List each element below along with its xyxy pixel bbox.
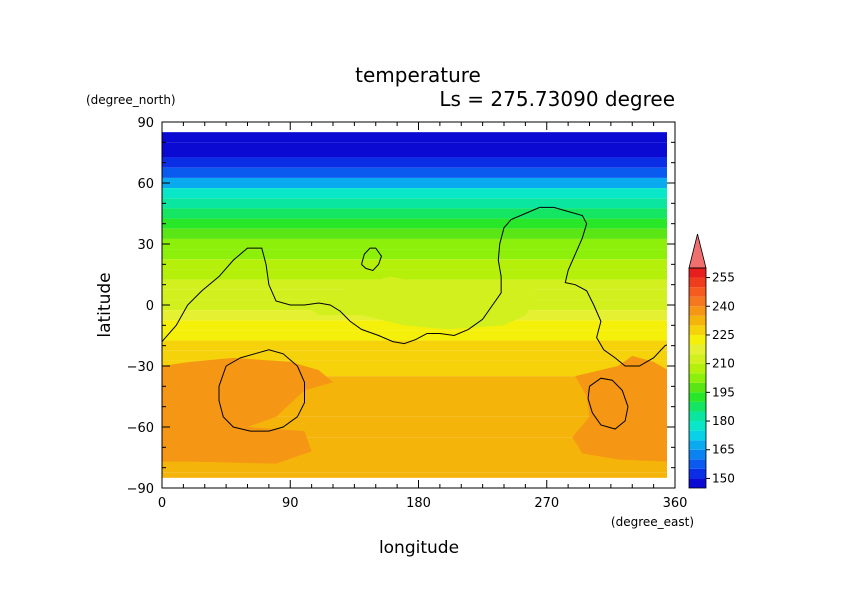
y-tick-label: 60 xyxy=(137,177,154,192)
colorbar-swatch xyxy=(689,287,706,297)
temperature-region xyxy=(162,357,333,464)
temperature-band xyxy=(162,249,667,260)
colorbar-swatch xyxy=(689,430,706,441)
colorbar-label: 255 xyxy=(712,271,735,285)
temperature-band xyxy=(162,330,667,341)
colorbar-swatch xyxy=(689,449,706,460)
colorbar-swatch xyxy=(689,401,706,412)
temperature-band xyxy=(162,177,667,189)
colorbar-swatch xyxy=(689,306,706,316)
temperature-band xyxy=(162,188,667,199)
x-axis: 0 90 180 270 360 xyxy=(158,122,688,511)
temperature-region xyxy=(304,276,540,330)
temperature-band xyxy=(162,350,667,361)
y-tick-label: 0 xyxy=(146,299,154,314)
temperature-band xyxy=(162,198,667,209)
y-axis: 90 60 30 0 −30 −60 −90 xyxy=(127,116,675,497)
temperature-band xyxy=(162,238,667,250)
temperature-band xyxy=(162,228,667,239)
y-tick-label: 30 xyxy=(137,238,154,253)
x-tick-label: 180 xyxy=(406,496,431,511)
colorbar-label: 195 xyxy=(712,385,735,399)
colorbar-swatch xyxy=(689,277,706,288)
colorbar-swatch xyxy=(689,334,706,345)
temperature-band xyxy=(162,132,667,143)
colorbar-swatch xyxy=(689,363,706,374)
temperature-band xyxy=(162,208,667,219)
colorbar-swatch xyxy=(689,459,706,469)
colorbar-swatch xyxy=(689,440,706,450)
x-axis-label: longitude xyxy=(379,538,459,558)
chart-subtitle: Ls = 275.73090 degree xyxy=(439,87,675,111)
colorbar-swatch xyxy=(689,354,706,364)
contour-lines xyxy=(162,206,667,432)
colorbar-swatch xyxy=(689,478,706,488)
colorbar-label: 180 xyxy=(712,414,735,428)
colorbar-label: 240 xyxy=(712,299,735,313)
colorbar-swatch xyxy=(689,468,706,479)
temperature-band xyxy=(162,457,667,473)
colorbar-swatch xyxy=(689,344,706,355)
x-tick-label: 360 xyxy=(663,496,688,511)
temperature-band xyxy=(162,218,667,229)
temperature-band xyxy=(162,142,667,158)
colorbar-label: 210 xyxy=(712,357,735,371)
contour-line xyxy=(162,206,667,367)
contour-line xyxy=(361,247,383,271)
colorbar-label: 150 xyxy=(712,471,735,485)
x-tick-label: 0 xyxy=(158,496,166,511)
y-tick-label: 90 xyxy=(137,116,154,131)
temperature-band xyxy=(162,167,667,178)
chart-title: temperature xyxy=(355,63,481,87)
colorbar-swatch xyxy=(689,296,706,307)
temperature-band xyxy=(162,340,667,351)
x-tick-label: 270 xyxy=(534,496,559,511)
colorbar-label: 225 xyxy=(712,328,735,342)
y-tick-label: −60 xyxy=(127,421,154,436)
colorbar-swatch xyxy=(689,411,706,422)
x-unit-label: (degree_east) xyxy=(611,515,694,529)
y-tick-label: −90 xyxy=(127,482,154,497)
y-unit-label: (degree_north) xyxy=(86,93,176,107)
temperature-band xyxy=(162,259,667,270)
temperature-band xyxy=(162,269,667,280)
x-tick-label: 90 xyxy=(282,496,299,511)
colorbar-label: 165 xyxy=(712,443,735,457)
colorbar-swatch xyxy=(689,315,706,326)
temperature-band xyxy=(162,157,667,168)
temperature-band xyxy=(162,472,667,478)
colorbar-overflow-arrow xyxy=(688,233,707,269)
contour-line xyxy=(218,349,305,432)
colorbar-swatch xyxy=(689,373,706,383)
colorbar-swatch xyxy=(689,392,706,402)
contour-line xyxy=(587,377,629,430)
y-axis-label: latitude xyxy=(95,272,115,337)
colorbar-swatch xyxy=(689,325,706,335)
colorbar-swatch xyxy=(689,421,706,431)
colorbar: 150 165 180 195 210 225 240 255 xyxy=(688,233,735,489)
y-tick-label: −30 xyxy=(127,360,154,375)
colorbar-swatch xyxy=(689,382,706,393)
colorbar-swatch xyxy=(689,268,706,278)
colorbar-frame xyxy=(688,267,707,489)
